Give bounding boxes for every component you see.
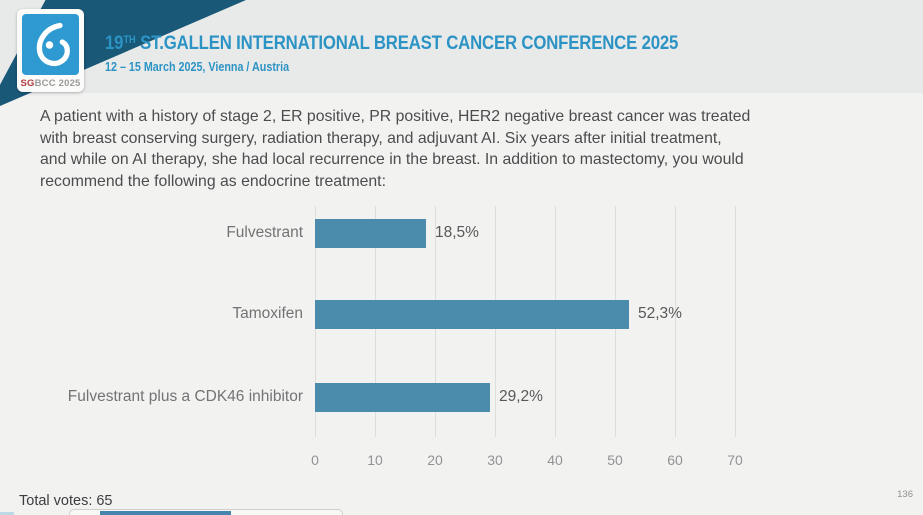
x-tick-label: 30 [487, 452, 503, 468]
bar [315, 218, 426, 248]
title-prefix: 19 [105, 32, 124, 54]
category-label: Fulvestrant plus a CDK46 inhibitor [67, 388, 303, 405]
x-tick-label: 40 [547, 452, 563, 468]
gridline [675, 206, 676, 437]
x-tick-label: 0 [311, 452, 319, 468]
conference-title: 19TH ST.GALLEN INTERNATIONAL BREAST CANC… [105, 32, 678, 55]
bottom-corner-fragment [0, 512, 14, 515]
sgbcc-logo: SGBCC 2025 [17, 9, 84, 92]
value-label: 18,5% [435, 224, 479, 241]
value-label: 29,2% [499, 388, 543, 405]
bar [315, 382, 490, 412]
value-label: 52,3% [638, 305, 682, 322]
category-label: Fulvestrant [226, 224, 303, 241]
sgbcc-drop-icon [22, 14, 79, 75]
logo-caption-rest: BCC 2025 [34, 78, 81, 89]
poll-question: A patient with a history of stage 2, ER … [40, 108, 751, 190]
x-tick-label: 60 [667, 452, 683, 468]
title-rest: ST.GALLEN INTERNATIONAL BREAST CANCER CO… [135, 32, 679, 54]
x-tick-label: 20 [427, 452, 443, 468]
x-tick-label: 50 [607, 452, 623, 468]
category-label: Tamoxifen [232, 305, 303, 322]
conference-subtitle: 12 – 15 March 2025, Vienna / Austria [105, 60, 290, 74]
gridline [735, 206, 736, 437]
x-tick-label: 70 [727, 452, 743, 468]
x-tick-label: 10 [367, 452, 383, 468]
bottom-cutoff-button[interactable] [100, 511, 231, 515]
logo-caption: SGBCC 2025 [20, 78, 80, 89]
title-ordinal: TH [123, 34, 136, 46]
total-votes: Total votes: 65 [19, 493, 113, 509]
page-number: 136 [897, 489, 913, 500]
bar [315, 299, 629, 329]
logo-caption-sg: SG [20, 78, 35, 89]
